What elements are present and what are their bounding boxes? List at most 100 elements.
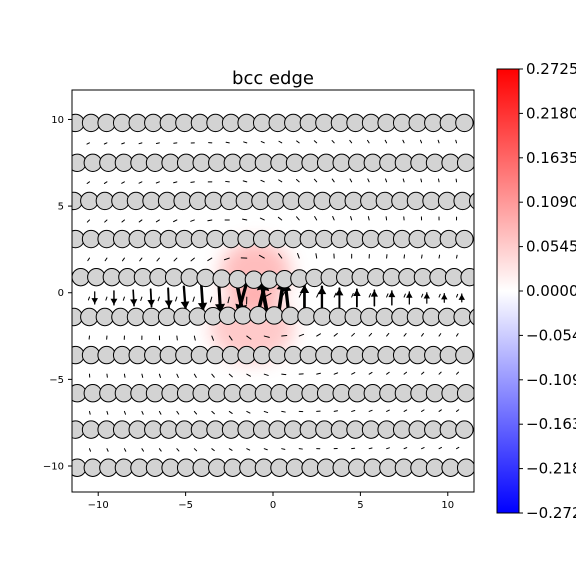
atom (441, 153, 460, 172)
quiver-arrow (106, 448, 109, 452)
quiver-arrow (368, 447, 373, 450)
quiver-arrow (176, 410, 180, 415)
quiver-arrow (403, 447, 408, 450)
y-tick-label: 0 (58, 288, 64, 299)
quiver-arrow (333, 372, 339, 375)
atom (126, 307, 146, 327)
atom (313, 307, 332, 326)
quiver-arrow (421, 333, 424, 337)
quiver-arrow (421, 409, 425, 412)
atom (456, 153, 474, 172)
quiver-arrow (246, 335, 252, 340)
quiver-arrow (332, 216, 335, 221)
quiver-arrow (175, 296, 178, 302)
atom (80, 307, 99, 327)
atom (159, 113, 179, 133)
core-arrow (458, 293, 465, 303)
quiver-arrow (88, 448, 91, 452)
core-arrow (164, 287, 173, 309)
quiver-arrow (155, 142, 160, 144)
colorbar-tick-label: −0.0545 (526, 326, 576, 344)
atom (126, 191, 146, 211)
atom (468, 308, 474, 326)
atom (221, 113, 241, 133)
atom (254, 153, 274, 172)
quiver-arrow (331, 178, 335, 183)
quiver-arrow (104, 219, 108, 223)
atom (406, 307, 426, 327)
quiver-arrow (176, 448, 180, 452)
atom (208, 384, 227, 403)
quiver-arrow (438, 371, 442, 375)
quiver-arrow (123, 448, 127, 452)
atom (237, 113, 256, 133)
atom (425, 153, 445, 172)
atom (114, 458, 134, 477)
quiver-arrow (351, 332, 355, 337)
atom (145, 153, 165, 172)
atom (190, 229, 210, 249)
quiver-arrow (313, 178, 318, 183)
atom (111, 307, 130, 327)
quiver-arrow (386, 332, 390, 337)
quiver-arrow (438, 409, 442, 412)
quiver-arrow (368, 293, 372, 298)
quiver-arrow (351, 410, 356, 412)
quiver-arrow (138, 181, 143, 184)
quiver-arrow (298, 333, 305, 337)
quiver-arrow (456, 333, 459, 337)
quiver-arrow (367, 178, 370, 183)
atom (239, 384, 258, 403)
atom (252, 229, 272, 249)
atom (72, 267, 90, 287)
quiver-arrow (156, 257, 160, 262)
atom (206, 420, 225, 439)
quiver-arrow (190, 181, 195, 183)
atom (130, 153, 149, 172)
quiver-arrow (103, 142, 108, 145)
atom (348, 384, 367, 403)
atom (456, 384, 474, 403)
quiver-arrow (211, 448, 215, 452)
atom (159, 420, 179, 439)
atom (161, 153, 180, 172)
quiver-arrow (243, 141, 248, 144)
atom (114, 384, 134, 403)
atom (315, 229, 334, 249)
quiver-arrow (242, 218, 248, 221)
atom (196, 268, 215, 288)
atom (284, 420, 303, 439)
y-axis: 10 5 0 −5 −10 (43, 115, 72, 473)
atom (221, 345, 241, 365)
atom (425, 458, 445, 477)
y-tick-label: −5 (49, 375, 64, 386)
quiver-arrow (385, 178, 388, 183)
atom (118, 267, 137, 287)
quiver-arrow (104, 257, 108, 262)
atom (315, 113, 334, 133)
quiver-arrow (86, 142, 90, 145)
atom (424, 345, 443, 365)
atom (344, 191, 363, 211)
atom (128, 229, 147, 249)
atom (206, 229, 225, 249)
x-tick-label: 10 (441, 500, 454, 511)
quiver-arrow (121, 142, 125, 145)
quiver-arrow (296, 178, 300, 183)
quiver-arrow (141, 448, 144, 452)
colorbar-tick-label: −0.1635 (526, 415, 576, 433)
quiver-arrow (263, 335, 270, 338)
x-tick-label: 5 (357, 500, 363, 511)
quiver-arrow (386, 447, 390, 450)
quiver-arrow (227, 296, 230, 304)
atom (133, 267, 153, 287)
quiver-arrow (403, 293, 406, 298)
quiver-arrow (193, 335, 196, 341)
quiver-arrow (421, 293, 424, 298)
atom (173, 191, 192, 211)
atom (441, 384, 460, 403)
quiver-arrow (228, 335, 233, 341)
atom (208, 153, 227, 172)
atom (188, 191, 208, 211)
